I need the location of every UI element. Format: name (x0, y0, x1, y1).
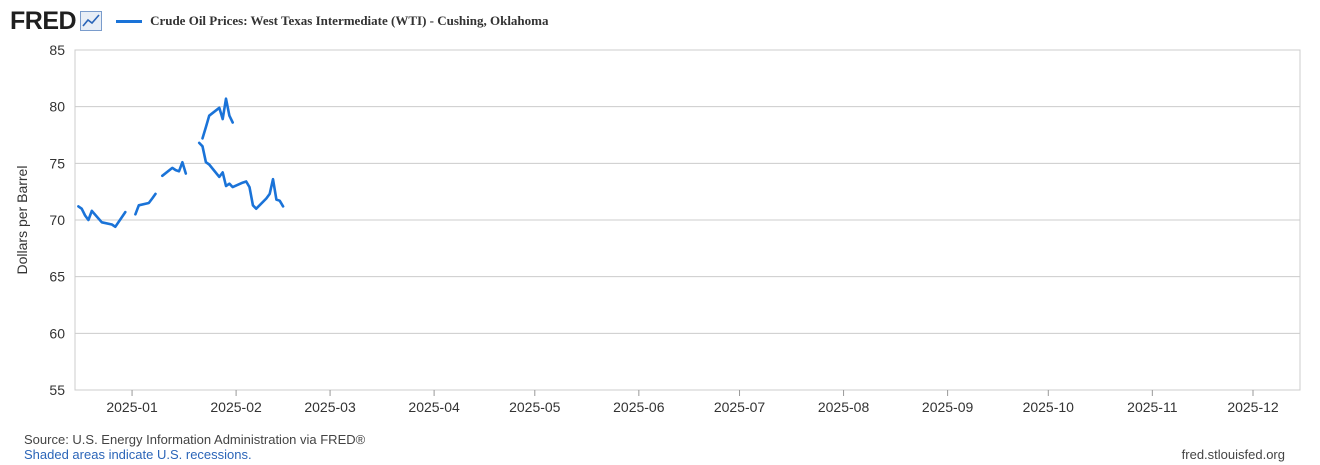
x-tick-label: 2025-04 (408, 399, 460, 415)
legend: Crude Oil Prices: West Texas Intermediat… (116, 13, 549, 29)
y-axis-ticks: 55 60 65 70 75 80 85 (49, 42, 65, 398)
series-lines (77, 97, 285, 229)
y-tick-label: 85 (49, 42, 65, 58)
x-tick-label: 2025-01 (106, 399, 158, 415)
x-tick-label: 2025-12 (1227, 399, 1279, 415)
x-tick-label: 2025-02 (210, 399, 262, 415)
y-axis-label: Dollars per Barrel (14, 166, 30, 275)
x-tick-label: 2025-09 (922, 399, 974, 415)
fred-logo[interactable]: FRED (10, 6, 77, 35)
site-credit[interactable]: fred.stlouisfed.org (1181, 447, 1285, 462)
grid-lines (75, 49, 1300, 391)
y-tick-label: 60 (49, 325, 65, 341)
y-tick-label: 55 (49, 382, 65, 398)
y-tick-label: 80 (49, 99, 65, 115)
series-line-segment (197, 141, 285, 210)
legend-label: Crude Oil Prices: West Texas Intermediat… (150, 13, 549, 28)
series-line-segment (134, 192, 157, 216)
y-tick-label: 70 (49, 212, 65, 228)
y-tick-label: 75 (49, 155, 65, 171)
x-tick-label: 2025-06 (613, 399, 665, 415)
x-tick-label: 2025-03 (304, 399, 356, 415)
x-tick-label: 2025-11 (1127, 399, 1178, 415)
x-tick-label: 2025-05 (509, 399, 561, 415)
x-tick-label: 2025-08 (818, 399, 870, 415)
series-line-segment (201, 97, 234, 140)
line-graph-icon (80, 11, 103, 31)
recession-note[interactable]: Shaded areas indicate U.S. recessions. (24, 447, 252, 462)
y-tick-label: 65 (49, 269, 65, 285)
x-axis-ticks: 2025-01 2025-02 2025-03 2025-04 2025-05 2025-… (106, 390, 1279, 415)
x-tick-label: 2025-10 (1023, 399, 1075, 415)
series-line-segment (161, 160, 188, 178)
source-note: Source: U.S. Energy Information Administ… (24, 432, 366, 447)
x-tick-label: 2025-07 (714, 399, 766, 415)
chart-header: FRED Crude Oil Prices: West Texas Interm… (10, 6, 549, 36)
series-line-segment (77, 205, 127, 229)
legend-swatch (116, 19, 143, 23)
